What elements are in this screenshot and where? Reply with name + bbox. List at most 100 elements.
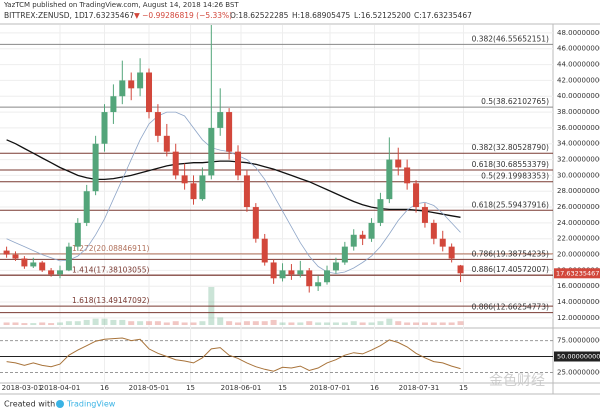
candle-body	[324, 270, 331, 283]
y-tick-label: 24.00000000	[557, 219, 600, 227]
volume-bar	[199, 321, 206, 325]
last-price-box	[554, 268, 600, 279]
volume-bar	[288, 322, 295, 325]
candle-body	[288, 270, 295, 275]
volume-bar	[350, 321, 357, 325]
volume-bar	[404, 322, 411, 325]
volume-bar	[217, 317, 224, 325]
x-tick-label: 15	[278, 384, 287, 392]
y-tick-label: 16.00000000	[557, 282, 600, 290]
volume-bar	[243, 321, 250, 325]
fib-label: 0.618(30.68553379)	[472, 160, 549, 169]
volume-bar	[3, 322, 10, 325]
volume-bar	[39, 322, 46, 325]
candle-body	[154, 112, 161, 136]
y-tick-label: 12.00000000	[557, 314, 600, 322]
volume-bar	[439, 322, 446, 325]
volume-bar	[74, 321, 81, 325]
candle-body	[3, 250, 10, 255]
x-tick-label: 2018-04-01	[40, 384, 81, 392]
fib-label: 1.618(13.49147092)	[72, 296, 149, 305]
volume-bar	[386, 318, 393, 325]
volume-bar	[270, 319, 277, 325]
fib-label: 0.618(25.59437916)	[472, 200, 549, 209]
volume-bar	[65, 321, 72, 325]
y-tick-label: 40.00000000	[557, 92, 600, 100]
watermark: 金色财经	[489, 372, 545, 389]
y-tick-label: 44.00000000	[557, 61, 600, 69]
x-tick-label: 2018-07-31	[399, 384, 440, 392]
candle-body	[386, 159, 393, 200]
volume-bar	[101, 318, 108, 325]
volume-bar	[83, 319, 90, 325]
x-tick-label: 2018-06-01	[221, 384, 262, 392]
price-change: ▼ −0.99286819 (−5.33%)	[134, 11, 232, 20]
logo	[56, 400, 64, 408]
candle-body	[368, 222, 375, 239]
volume-bar	[137, 321, 144, 325]
candle-body	[137, 72, 144, 89]
y-tick-label: 22.00000000	[557, 235, 600, 243]
volume-bar	[395, 321, 402, 325]
volume-bar	[172, 321, 179, 325]
volume-bar	[457, 321, 464, 325]
candle-body	[21, 258, 28, 267]
candle-body	[315, 282, 322, 287]
y-tick-label: 38.00000000	[557, 108, 600, 116]
y-tick-label: 46.00000000	[557, 45, 600, 53]
candle-body	[30, 262, 37, 267]
candle-body	[199, 175, 206, 200]
footer-text: Created with	[4, 400, 55, 409]
volume-bar	[413, 322, 420, 325]
candle-body	[217, 112, 224, 128]
volume-bar	[261, 321, 268, 325]
fib-label: 0.382(46.55652151)	[472, 34, 549, 43]
y-tick-label: 34.00000000	[557, 140, 600, 148]
candle-body	[377, 199, 384, 223]
candle-body	[297, 270, 304, 275]
x-tick-label: 16	[100, 384, 109, 392]
candle-body	[306, 270, 313, 287]
volume-bar	[430, 322, 437, 325]
candle-body	[439, 238, 446, 247]
moving-average	[6, 111, 461, 274]
x-tick-label: 16	[370, 384, 379, 392]
candle-body	[430, 222, 437, 239]
volume-bar	[315, 322, 322, 325]
publisher: YazTCM published on TradingView.com, Aug…	[3, 1, 239, 9]
volume-bar	[377, 321, 384, 325]
candle-body	[74, 222, 81, 247]
fib-label: 0.886(17.40572007)	[472, 265, 549, 274]
candle-body	[110, 96, 117, 113]
rsi-label-box	[554, 351, 600, 362]
candle-body	[12, 254, 19, 259]
y-tick-label: 36.00000000	[557, 124, 600, 132]
volume-bar	[128, 321, 135, 325]
candle-body	[92, 143, 99, 192]
candle-body	[128, 80, 135, 89]
volume-bar	[30, 323, 37, 325]
candle-body	[39, 262, 46, 271]
volume-bar	[163, 322, 170, 325]
x-tick-label: 15	[459, 384, 468, 392]
volume-bar	[306, 321, 313, 325]
rsi-tick-label: 75.00000000	[557, 337, 600, 345]
candle-body	[57, 270, 63, 275]
candle-body	[83, 191, 90, 223]
low: L:16.52125200	[354, 11, 411, 20]
volume-bar	[324, 322, 331, 325]
volume-bar	[252, 321, 259, 325]
candle-body	[404, 167, 411, 184]
candle-body	[332, 262, 339, 271]
y-tick-label: 32.00000000	[557, 156, 600, 164]
volume-bar	[421, 322, 428, 325]
volume-bar	[226, 321, 233, 325]
candle-body	[261, 238, 268, 263]
candle-body	[65, 246, 72, 271]
y-tick-label: 14.00000000	[557, 298, 600, 306]
fib-label: 1.414(17.38103055)	[72, 265, 149, 274]
fib-label: 0.5(29.19983353)	[481, 172, 549, 181]
rsi-tick-label: 25.00000000	[557, 368, 600, 376]
rsi-line	[6, 337, 461, 372]
y-tick-label: 30.00000000	[557, 171, 600, 179]
